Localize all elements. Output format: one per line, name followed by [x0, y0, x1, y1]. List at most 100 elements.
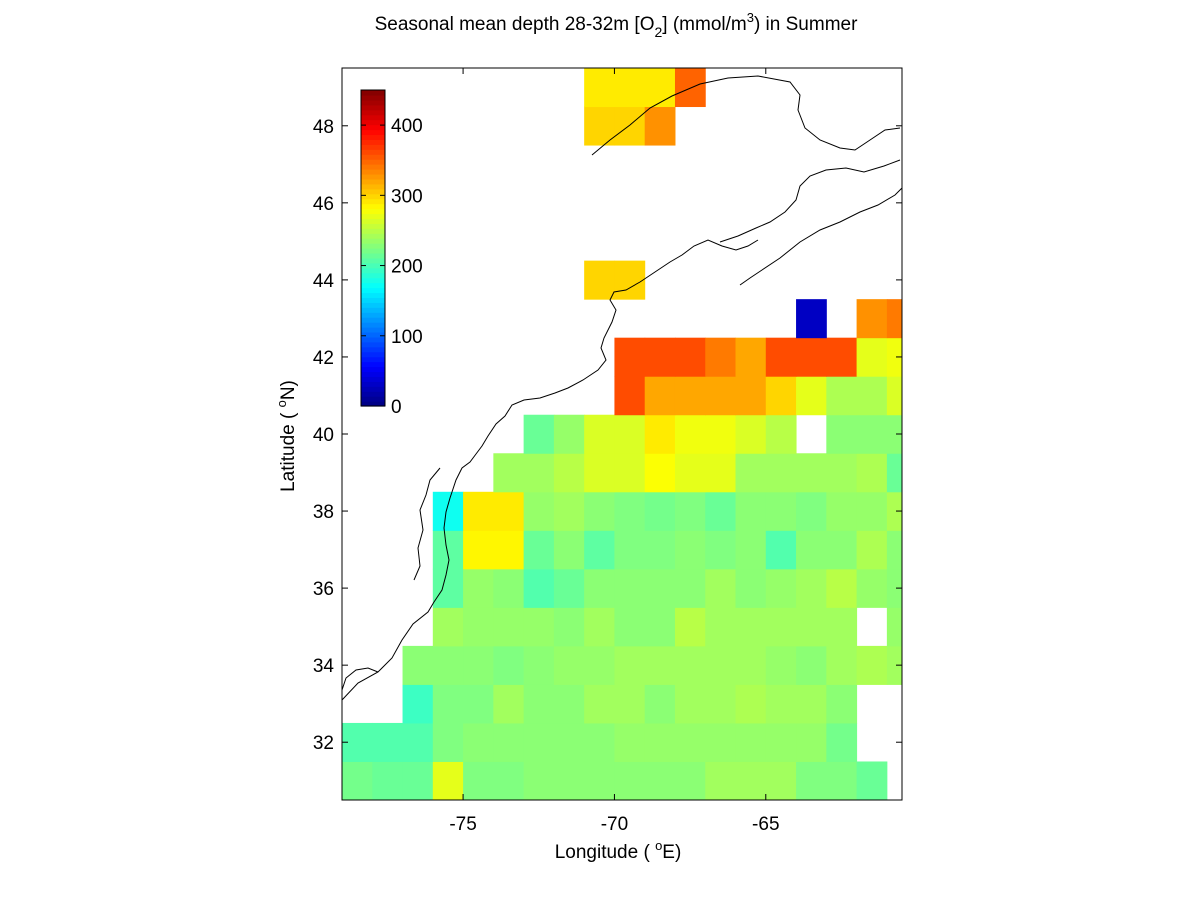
heatmap-cell — [735, 568, 767, 608]
heatmap-cell — [553, 684, 585, 724]
colorbar-segment — [361, 238, 385, 244]
heatmap-cell — [644, 722, 676, 762]
heatmap-cell — [886, 491, 903, 531]
heatmap-cell — [826, 607, 858, 647]
heatmap-cell — [644, 568, 676, 608]
heatmap-cell — [584, 645, 615, 685]
heatmap-cell — [826, 568, 858, 608]
heatmap-cell — [493, 530, 525, 570]
heatmap-cell — [614, 491, 646, 531]
x-axis-label: Longitude ( oE) — [0, 838, 1200, 864]
heatmap-cell — [553, 722, 585, 762]
colorbar-segment — [361, 401, 385, 407]
heatmap-cell — [523, 453, 555, 493]
colorbar-segment — [361, 366, 385, 373]
heatmap-cell — [674, 68, 706, 108]
heatmap-cell — [674, 414, 706, 454]
heatmap-cell — [463, 607, 494, 647]
heatmap-cell — [765, 414, 797, 454]
heatmap-cell — [432, 684, 464, 724]
title-superscript: 3 — [746, 10, 754, 25]
colorbar-segment — [361, 292, 385, 298]
heatmap-cell — [765, 722, 797, 762]
heatmap-cell — [493, 645, 525, 685]
heatmap-cell — [856, 491, 888, 531]
heatmap-cell — [705, 761, 737, 801]
colorbar-segment — [361, 139, 385, 145]
colorbar-segment — [361, 341, 385, 348]
heatmap-cell — [796, 491, 827, 531]
heatmap-cell — [644, 684, 676, 724]
heatmap-cell — [886, 376, 903, 416]
colorbar-segment — [361, 119, 385, 126]
heatmap-cell — [614, 607, 646, 647]
heatmap-cell — [826, 414, 858, 454]
heatmap-cell — [735, 491, 767, 531]
heatmap-cell — [553, 491, 585, 531]
heatmap-cell — [886, 645, 903, 685]
heatmap-cell — [735, 761, 767, 801]
colorbar-segment — [361, 381, 385, 387]
heatmap-cell — [644, 453, 676, 493]
colorbar-segment — [361, 252, 385, 259]
heatmap-cell — [584, 260, 615, 300]
heatmap-cell — [402, 761, 434, 801]
heatmap-cell — [523, 645, 555, 685]
heatmap-cell — [705, 530, 737, 570]
coastline-outline — [341, 75, 903, 701]
heatmap-cell — [765, 568, 797, 608]
heatmap-cell — [674, 568, 706, 608]
coastline-cape-hatteras — [341, 667, 379, 691]
heatmap-cell — [674, 761, 706, 801]
colorbar-segment — [361, 287, 385, 294]
heatmap-cell — [856, 376, 888, 416]
y-axis-label: Latitude ( oN) — [274, 380, 300, 492]
heatmap-cell — [886, 453, 903, 493]
heatmap-cell — [735, 645, 767, 685]
heatmap-cell — [674, 376, 706, 416]
colorbar-segment — [361, 134, 385, 140]
heatmap-cell — [735, 684, 767, 724]
heatmap-cell — [553, 530, 585, 570]
ylabel-degree: o — [274, 400, 289, 408]
colorbar-segment — [361, 327, 385, 333]
heatmap-cell — [584, 453, 615, 493]
heatmap-cell — [644, 414, 676, 454]
y-tick-label: 48 — [313, 117, 334, 138]
colorbar-segment — [361, 233, 385, 239]
coastline-gulf-st-lawrence — [591, 75, 901, 156]
x-tick-label: -70 — [601, 814, 628, 835]
heatmap-cell — [523, 530, 555, 570]
heatmap-cell — [765, 607, 797, 647]
heatmap-cell — [674, 607, 706, 647]
colorbar-segment — [361, 376, 385, 382]
colorbar-segment — [361, 109, 385, 116]
coastline-us-east — [341, 239, 759, 701]
colorbar-segment — [361, 208, 385, 215]
heatmap-cell — [644, 761, 676, 801]
heatmap-cell — [826, 645, 858, 685]
heatmap-cell — [796, 607, 827, 647]
heatmap-cell — [856, 414, 888, 454]
heatmap-cell — [674, 453, 706, 493]
heatmap-cell — [705, 491, 737, 531]
y-axis-ticks: 32 34 36 38 40 42 44 46 48 — [313, 117, 902, 754]
heatmap-cell — [584, 491, 615, 531]
heatmap-cell — [614, 645, 646, 685]
colorbar-segment — [361, 272, 385, 279]
heatmap-cell — [856, 299, 888, 339]
heatmap-cell — [523, 684, 555, 724]
heatmap-cell — [886, 568, 903, 608]
heatmap-cell — [614, 337, 646, 377]
colorbar-segment — [361, 277, 385, 284]
heatmap-cell — [735, 337, 767, 377]
heatmap-cell — [674, 722, 706, 762]
colorbar-segment — [361, 262, 385, 269]
heatmap-cell — [614, 530, 646, 570]
heatmap-cell — [463, 645, 494, 685]
heatmap-cell — [826, 453, 858, 493]
heatmap-cell — [826, 376, 858, 416]
heatmap-cell — [523, 607, 555, 647]
heatmap-cell — [705, 722, 737, 762]
heatmap-cell — [856, 761, 888, 801]
